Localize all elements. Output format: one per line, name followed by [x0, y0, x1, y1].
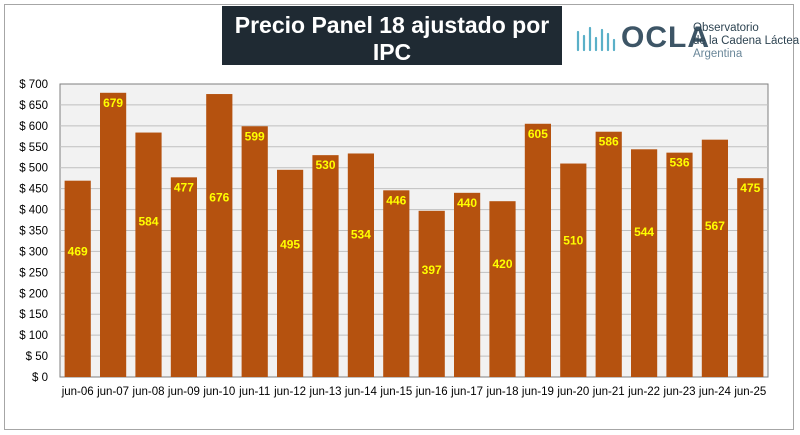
data-label: 477	[174, 180, 194, 194]
data-labels: 469 679 584 477 676 599 495 530 534 446 397 440 420 6…	[68, 96, 761, 277]
bars	[64, 92, 764, 377]
x-tick-label: jun-14	[344, 386, 378, 398]
x-tick-label: jun-22	[627, 386, 660, 398]
bar	[383, 190, 410, 377]
bar	[135, 132, 162, 377]
bar	[737, 178, 764, 377]
data-label: 584	[138, 214, 158, 228]
data-label: 475	[740, 181, 760, 195]
y-tick-label: $ 400	[19, 205, 48, 217]
bar	[595, 131, 622, 377]
bar	[418, 210, 445, 377]
data-label: 510	[563, 234, 583, 248]
y-tick-label: $ 450	[19, 184, 48, 196]
x-tick-label: jun-19	[521, 386, 554, 398]
x-tick-label: jun-20	[556, 386, 589, 398]
x-tick-label: jun-24	[698, 386, 732, 398]
y-tick-label: $ 600	[19, 121, 48, 133]
y-tick-label: $ 500	[19, 163, 48, 175]
y-tick-label: $ 0	[32, 372, 48, 384]
data-label: 397	[422, 263, 442, 277]
data-label: 534	[351, 227, 371, 241]
data-label: 530	[315, 158, 335, 172]
bar	[312, 155, 339, 377]
x-tick-label: jun-17	[450, 386, 483, 398]
bar	[64, 180, 91, 377]
bar	[631, 149, 658, 377]
bar	[206, 94, 233, 377]
x-tick-label: jun-21	[592, 386, 625, 398]
x-tick-label: jun-18	[486, 386, 519, 398]
bar	[666, 152, 693, 377]
y-tick-label: $ 150	[19, 309, 48, 321]
y-tick-label: $ 100	[19, 330, 48, 342]
data-label: 567	[705, 219, 725, 233]
data-label: 605	[528, 127, 548, 141]
data-label: 544	[634, 225, 654, 239]
y-tick-label: $ 250	[19, 267, 48, 279]
x-tick-label: jun-08	[132, 386, 165, 398]
chart-subtitle: - junio de cada año -	[309, 67, 475, 86]
y-axis-ticks: $ 0 $ 50 $ 100 $ 150 $ 200 $ 250 $ 300 $ 350 $ 4…	[19, 79, 48, 384]
bar	[524, 123, 551, 377]
x-axis-ticks: jun-06 jun-07 jun-08 jun-09 jun-10 jun-11 jun-…	[61, 386, 767, 398]
data-label: 586	[599, 135, 619, 149]
bar	[170, 177, 197, 377]
data-label: 679	[103, 96, 123, 110]
chart-title-box: Precio Panel 18 ajustado por IPC - junio…	[222, 6, 562, 86]
x-tick-label: jun-07	[96, 386, 129, 398]
y-tick-label: $ 700	[19, 79, 48, 91]
bar	[489, 201, 516, 377]
logo-wordmark: OCLA	[621, 21, 710, 54]
x-tick-label: jun-13	[309, 386, 342, 398]
data-label: 599	[245, 129, 265, 143]
ocla-logo: OCLA Observatorio de la Cadena Láctea Ar…	[575, 16, 799, 66]
y-tick-label: $ 650	[19, 100, 48, 112]
bar	[454, 192, 481, 377]
bar	[701, 139, 728, 377]
y-tick-label: $ 550	[19, 142, 48, 154]
bar	[241, 126, 268, 377]
y-tick-label: $ 50	[26, 351, 48, 363]
x-tick-label: jun-09	[167, 386, 200, 398]
bar	[277, 169, 304, 377]
x-tick-label: jun-15	[379, 386, 412, 398]
data-label: 440	[457, 196, 477, 210]
data-label: 495	[280, 238, 300, 252]
data-label: 469	[68, 244, 88, 258]
bar	[100, 92, 127, 377]
y-tick-label: $ 300	[19, 246, 48, 258]
bar	[347, 153, 374, 377]
x-tick-label: jun-16	[415, 386, 448, 398]
logo-line-3: Argentina	[693, 48, 743, 60]
data-label: 420	[492, 257, 512, 271]
x-tick-label: jun-23	[663, 386, 696, 398]
data-label: 676	[209, 191, 229, 205]
y-tick-label: $ 350	[19, 226, 48, 238]
y-tick-label: $ 200	[19, 288, 48, 300]
wave-bars-icon	[576, 26, 616, 52]
x-tick-label: jun-12	[273, 386, 306, 398]
x-tick-label: jun-10	[202, 386, 235, 398]
x-tick-label: jun-25	[733, 386, 766, 398]
chart-title: Precio Panel 18 ajustado por IPC	[234, 12, 550, 65]
x-tick-label: jun-11	[238, 386, 270, 398]
logo-line-2: de la Cadena Láctea	[693, 35, 800, 47]
logo-line-1: Observatorio	[693, 22, 759, 34]
x-tick-label: jun-06	[61, 386, 94, 398]
data-label: 536	[669, 156, 689, 170]
data-label: 446	[386, 193, 406, 207]
bar	[560, 163, 587, 377]
